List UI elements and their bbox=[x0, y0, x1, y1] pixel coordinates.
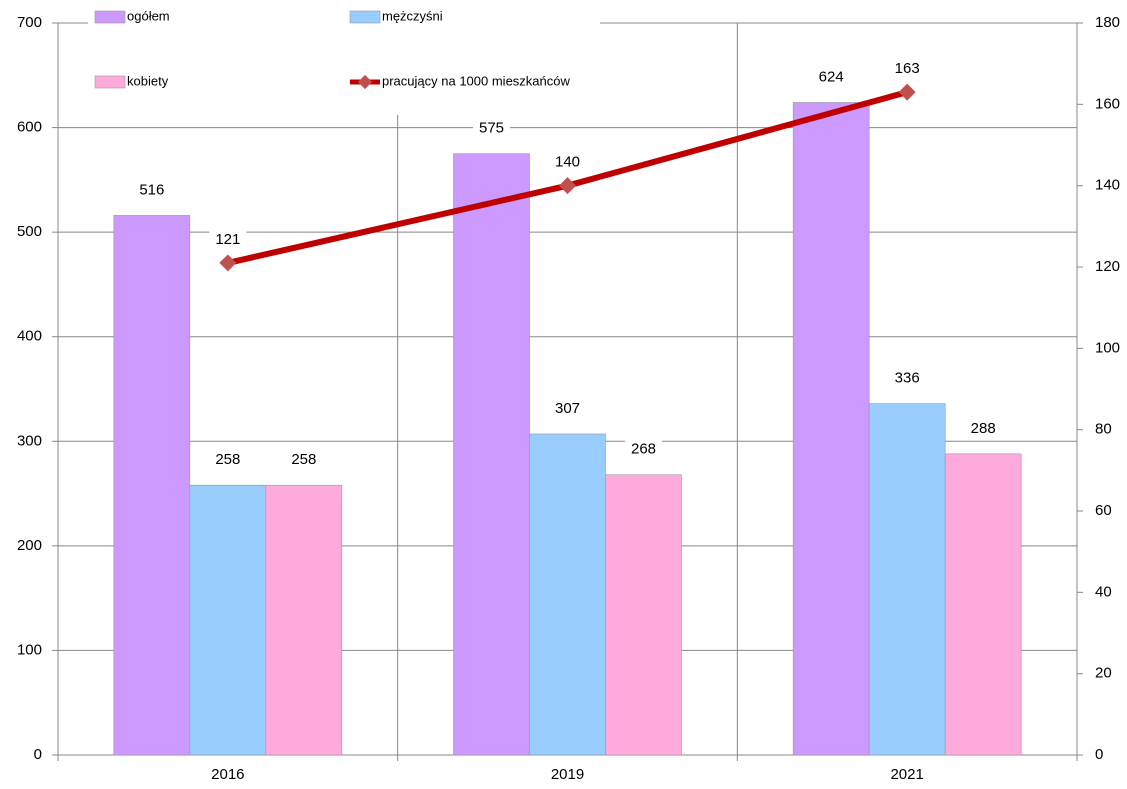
bar bbox=[453, 153, 530, 756]
bar bbox=[113, 215, 191, 756]
legend-background bbox=[88, 0, 600, 115]
data-label-background bbox=[285, 450, 323, 471]
y2-tick-label: 60 bbox=[1095, 502, 1112, 519]
data-label-background bbox=[549, 152, 586, 173]
data-label-background bbox=[209, 229, 247, 250]
data-label: 258 bbox=[291, 451, 316, 468]
y-tick-label: 200 bbox=[17, 537, 42, 554]
x-tick-label: 2021 bbox=[890, 766, 923, 783]
legend-label: mężczyśni bbox=[382, 8, 443, 23]
legend: ogółem mężczyśni kobiety pracujący na 1000 … bbox=[94, 8, 570, 90]
y2-tick-label: 180 bbox=[1095, 14, 1120, 31]
data-label-background bbox=[549, 398, 586, 419]
legend-swatch bbox=[349, 10, 381, 24]
bar bbox=[265, 484, 343, 756]
legend-swatch bbox=[94, 10, 126, 24]
data-label-background bbox=[888, 368, 926, 389]
data-label: 307 bbox=[555, 400, 580, 417]
data-label-background bbox=[964, 418, 1002, 439]
legend-swatch bbox=[94, 75, 126, 89]
data-label-background bbox=[133, 180, 171, 201]
x-tick-label: 2016 bbox=[211, 766, 244, 783]
bar bbox=[605, 474, 682, 756]
y-tick-label: 700 bbox=[17, 14, 42, 31]
y-tick-label: 500 bbox=[17, 223, 42, 240]
x-tick-label: 2019 bbox=[551, 766, 584, 783]
y2-tick-label: 140 bbox=[1095, 177, 1120, 194]
y2-tick-label: 160 bbox=[1095, 95, 1120, 112]
data-label: 258 bbox=[215, 451, 240, 468]
line-marker bbox=[898, 83, 916, 101]
data-label-background bbox=[812, 67, 850, 88]
data-label: 121 bbox=[215, 231, 240, 248]
y2-tick-label: 40 bbox=[1095, 583, 1112, 600]
legend-label: pracujący na 1000 mieszkańców bbox=[382, 73, 570, 88]
bar bbox=[529, 433, 606, 756]
bar bbox=[868, 403, 946, 756]
y2-tick-label: 100 bbox=[1095, 339, 1120, 356]
data-label: 140 bbox=[555, 154, 580, 171]
y-tick-label: 0 bbox=[34, 746, 42, 763]
y-tick-label: 300 bbox=[17, 432, 42, 449]
y-tick-label: 100 bbox=[17, 641, 42, 658]
data-label: 624 bbox=[819, 68, 844, 85]
data-label-background bbox=[625, 439, 662, 460]
data-label: 163 bbox=[895, 60, 920, 77]
legend-label: ogółem bbox=[127, 8, 170, 23]
bar bbox=[944, 453, 1022, 756]
line-marker bbox=[219, 254, 237, 272]
y-tick-label: 600 bbox=[17, 119, 42, 136]
bar bbox=[792, 102, 870, 756]
legend-label: kobiety bbox=[127, 73, 169, 88]
data-label: 575 bbox=[479, 120, 504, 137]
data-label: 288 bbox=[971, 420, 996, 437]
data-label: 516 bbox=[139, 181, 164, 198]
y2-tick-label: 0 bbox=[1095, 746, 1103, 763]
bar bbox=[189, 484, 267, 756]
y-tick-label: 400 bbox=[17, 328, 42, 345]
data-label: 336 bbox=[895, 370, 920, 387]
y2-tick-label: 20 bbox=[1095, 665, 1112, 682]
data-label: 268 bbox=[631, 441, 656, 458]
data-label-background bbox=[473, 118, 510, 139]
y2-tick-label: 120 bbox=[1095, 258, 1120, 275]
data-label-background bbox=[209, 450, 247, 471]
legend-marker bbox=[357, 74, 373, 90]
data-label-background bbox=[888, 59, 926, 80]
line-marker bbox=[559, 177, 576, 195]
y2-tick-label: 80 bbox=[1095, 421, 1112, 438]
